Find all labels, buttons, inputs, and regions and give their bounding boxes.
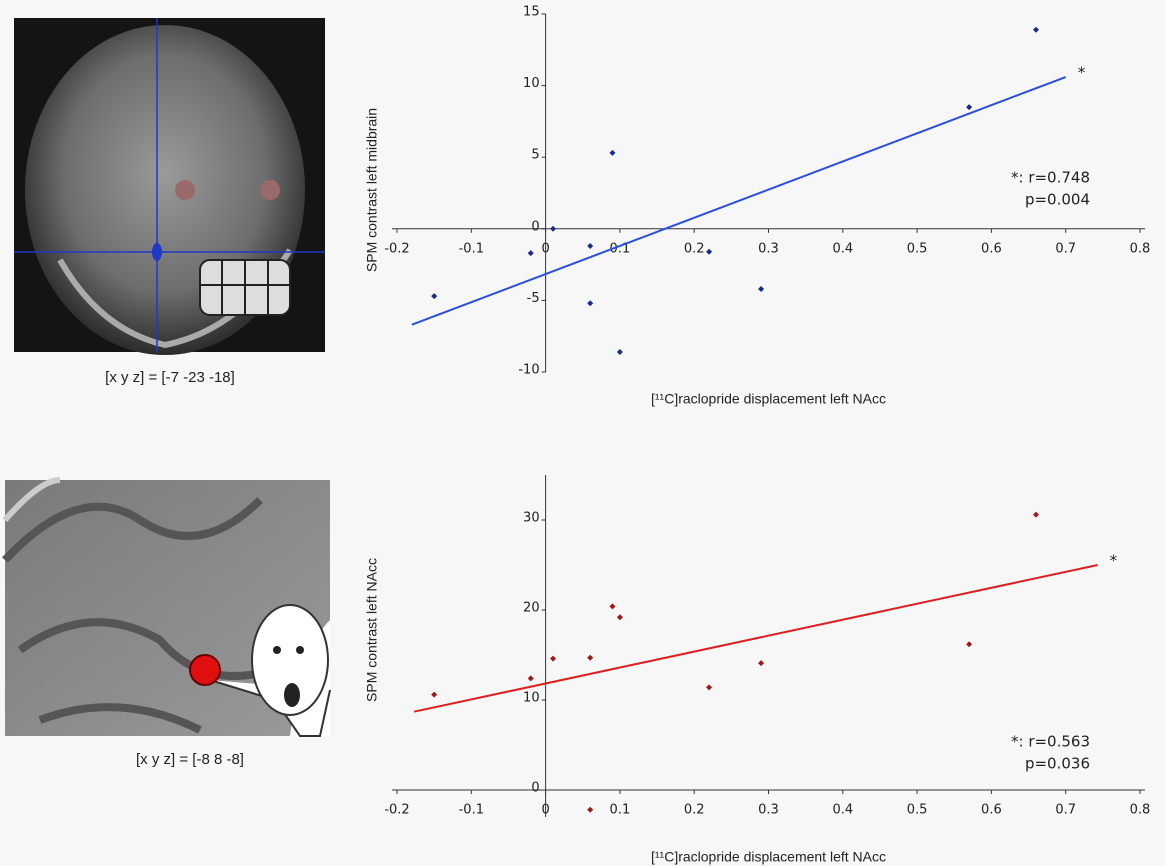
stats-annotation: p=0.004: [1025, 191, 1090, 209]
y-axis-label: SPM contrast left NAcc: [364, 558, 380, 702]
x-tick-label: -0.1: [459, 803, 484, 818]
x-tick-label: 0.3: [758, 241, 779, 256]
x-tick-label: 0.5: [907, 803, 928, 818]
fit-line: [412, 77, 1066, 325]
stats-annotation: p=0.036: [1025, 755, 1090, 773]
y-tick-label: 15: [523, 5, 540, 20]
x-tick-label: 0.8: [1130, 803, 1151, 818]
brain-image-coronal: [14, 18, 325, 355]
x-tick-label: 0: [541, 241, 549, 256]
point: [609, 150, 615, 156]
point: [587, 807, 593, 813]
x-tick-label: 0.8: [1130, 241, 1151, 256]
image-caption: [x y z] = [-7 -23 -18]: [105, 369, 235, 386]
x-tick-label: 0.6: [981, 803, 1002, 818]
y-tick-label: 5: [531, 148, 539, 163]
x-tick-label: 0.6: [981, 241, 1002, 256]
x-tick-label: 0: [541, 803, 549, 818]
y-tick-label: -5: [527, 291, 540, 306]
fit-annotation: *: [1110, 552, 1118, 570]
point: [587, 655, 593, 661]
y-tick-label: 0: [531, 781, 539, 796]
x-tick-label: 0.2: [684, 803, 705, 818]
y-tick-label: 10: [523, 691, 540, 706]
y-axis-label: SPM contrast left midbrain: [364, 108, 380, 272]
point: [706, 684, 712, 690]
point: [550, 656, 556, 662]
figure: [x y z] = [-7 -23 -18] [x y z] = [-8 8 -…: [0, 0, 1166, 866]
y-tick-label: 30: [523, 511, 540, 526]
point: [966, 104, 972, 110]
point: [966, 641, 972, 647]
image-caption: [x y z] = [-8 8 -8]: [136, 751, 244, 768]
y-tick-label: -10: [518, 363, 539, 378]
point: [609, 603, 615, 609]
point: [528, 675, 534, 681]
stats-annotation: *: r=0.748: [1011, 169, 1090, 187]
x-tick-label: 0.7: [1055, 241, 1076, 256]
x-tick-label: 0.1: [610, 803, 631, 818]
y-tick-label: 20: [523, 601, 540, 616]
point: [587, 300, 593, 306]
x-tick-label: 0.5: [907, 241, 928, 256]
stats-annotation: *: r=0.563: [1011, 733, 1090, 751]
x-axis-label: [¹¹C]raclopride displacement left NAcc: [651, 849, 886, 865]
point: [706, 249, 712, 255]
x-axis-label: [¹¹C]raclopride displacement left NAcc: [651, 391, 886, 407]
y-tick-label: 10: [523, 76, 540, 91]
x-tick-label: -0.2: [384, 803, 409, 818]
y-tick-label: 0: [531, 219, 539, 234]
x-tick-label: 0.4: [832, 803, 853, 818]
x-tick-label: 0.3: [758, 803, 779, 818]
fit-line: [414, 565, 1098, 712]
point: [431, 293, 437, 299]
point: [617, 349, 623, 355]
point: [758, 286, 764, 292]
point: [1033, 27, 1039, 33]
point: [550, 226, 556, 232]
point: [1033, 512, 1039, 518]
fit-annotation: *: [1078, 64, 1086, 82]
point: [431, 692, 437, 698]
x-tick-label: 0.7: [1055, 803, 1076, 818]
point: [587, 243, 593, 249]
brain-image-axial: [5, 480, 330, 736]
x-tick-label: 0.4: [832, 241, 853, 256]
x-tick-label: -0.1: [459, 241, 484, 256]
x-tick-label: -0.2: [384, 241, 409, 256]
point: [758, 660, 764, 666]
point: [617, 614, 623, 620]
x-tick-label: 0.2: [684, 241, 705, 256]
point: [528, 250, 534, 256]
